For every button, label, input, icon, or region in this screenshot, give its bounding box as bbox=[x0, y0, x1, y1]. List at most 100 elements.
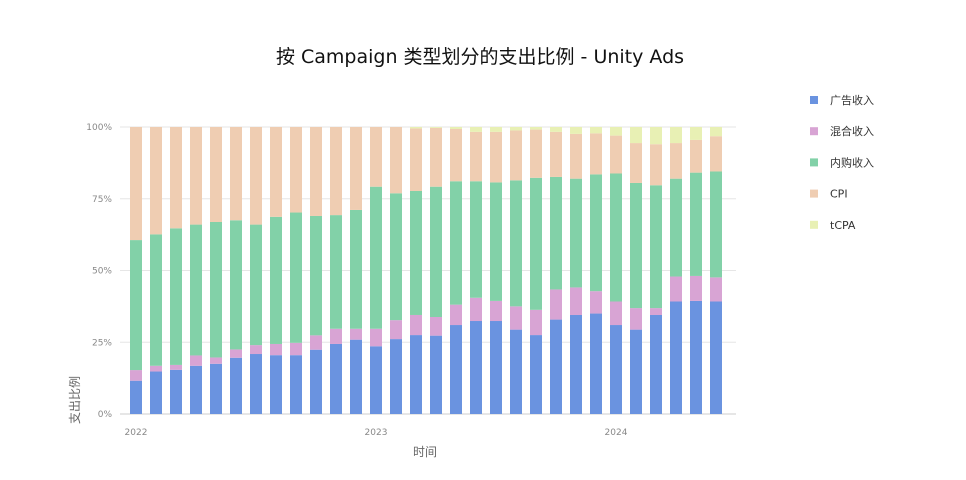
bar-segment-5-2023-10 bbox=[550, 127, 562, 132]
bar-segment-1-2024-02 bbox=[630, 329, 642, 414]
bar-segment-5-2023-08 bbox=[510, 127, 522, 131]
bar-segment-3-2022-04 bbox=[190, 224, 202, 356]
bar-segment-1-2023-12 bbox=[590, 313, 602, 414]
bar-stack-2022-08 bbox=[270, 127, 282, 414]
bar-segment-1-2022-10 bbox=[310, 349, 322, 414]
legend-item[interactable]: CPI bbox=[810, 188, 848, 201]
bar-segment-4-2022-07 bbox=[250, 127, 262, 225]
bar-segment-4-2022-09 bbox=[290, 127, 302, 213]
legend-item[interactable]: tCPA bbox=[810, 219, 856, 232]
bar-segment-2-2024-01 bbox=[610, 301, 622, 326]
bar-segment-2-2024-05 bbox=[690, 275, 702, 301]
bar-stack-2024-05 bbox=[690, 127, 702, 414]
legend-label: 内购收入 bbox=[830, 155, 874, 169]
bar-stack-2022-04 bbox=[190, 127, 202, 414]
bar-stack-2023-02 bbox=[390, 127, 402, 414]
bar-segment-2-2022-12 bbox=[350, 328, 362, 340]
legend-item[interactable]: 内购收入 bbox=[810, 155, 874, 169]
bar-segment-5-2023-03 bbox=[410, 127, 422, 129]
bar-segment-1-2023-02 bbox=[390, 339, 402, 414]
bar-segment-4-2022-08 bbox=[270, 127, 282, 217]
bar-segment-1-2024-06 bbox=[710, 301, 722, 414]
bar-segment-1-2022-11 bbox=[330, 343, 342, 414]
bar-stack-2024-01 bbox=[610, 127, 622, 414]
bar-segment-5-2023-05 bbox=[450, 127, 462, 130]
legend-label: 广告收入 bbox=[830, 93, 874, 107]
bar-segment-1-2023-11 bbox=[570, 314, 582, 414]
bar-segment-2-2023-12 bbox=[590, 291, 602, 314]
y-tick-label: 0% bbox=[98, 410, 113, 420]
bar-segment-5-2023-07 bbox=[490, 127, 502, 132]
bar-segment-4-2024-06 bbox=[710, 136, 722, 172]
y-tick-label: 100% bbox=[86, 123, 112, 133]
bar-segment-4-2023-01 bbox=[370, 127, 382, 187]
bar-segment-1-2023-06 bbox=[470, 321, 482, 414]
legend-label: 混合收入 bbox=[830, 124, 874, 138]
bar-segment-2-2024-03 bbox=[650, 308, 662, 315]
bar-segment-1-2024-01 bbox=[610, 325, 622, 414]
bar-stack-2023-10 bbox=[550, 127, 562, 414]
bar-segment-1-2023-05 bbox=[450, 325, 462, 414]
bar-segment-5-2024-02 bbox=[630, 127, 642, 144]
bar-segment-4-2023-03 bbox=[410, 128, 422, 192]
bar-segment-4-2023-04 bbox=[430, 127, 442, 187]
legend-label: CPI bbox=[830, 188, 848, 201]
legend-swatch bbox=[810, 189, 818, 198]
bar-segment-3-2022-05 bbox=[210, 221, 222, 358]
bar-segment-4-2022-06 bbox=[230, 127, 242, 221]
bar-segment-3-2022-01 bbox=[130, 240, 142, 371]
bar-segment-1-2023-04 bbox=[430, 335, 442, 414]
bar-segment-1-2022-05 bbox=[210, 363, 222, 414]
bar-stack-2023-06 bbox=[470, 127, 482, 414]
bar-segment-4-2022-05 bbox=[210, 127, 222, 222]
bar-segment-4-2023-06 bbox=[470, 131, 482, 182]
bar-segment-2-2022-08 bbox=[270, 343, 282, 356]
bar-segment-4-2023-12 bbox=[590, 133, 602, 175]
y-tick-label: 50% bbox=[92, 267, 112, 277]
bar-stack-2024-06 bbox=[710, 127, 722, 414]
bar-segment-2-2023-03 bbox=[410, 314, 422, 336]
bar-stack-2024-02 bbox=[630, 127, 642, 414]
bar-segment-3-2023-07 bbox=[490, 182, 502, 301]
bar-stack-2024-03 bbox=[650, 127, 662, 414]
bar-stack-2023-01 bbox=[370, 127, 382, 414]
bar-segment-3-2022-06 bbox=[230, 220, 242, 350]
legend-item[interactable]: 广告收入 bbox=[810, 93, 874, 107]
bar-stack-2022-01 bbox=[130, 127, 142, 414]
bar-segment-1-2023-01 bbox=[370, 346, 382, 414]
bar-segment-2-2022-04 bbox=[190, 355, 202, 366]
legend-item[interactable]: 混合收入 bbox=[810, 124, 874, 138]
bar-segment-4-2022-04 bbox=[190, 127, 202, 225]
bar-segment-4-2024-02 bbox=[630, 143, 642, 183]
bar-stack-2022-05 bbox=[210, 127, 222, 414]
legend-label: tCPA bbox=[830, 219, 856, 232]
bar-segment-3-2022-08 bbox=[270, 216, 282, 344]
bar-segment-5-2024-01 bbox=[610, 127, 622, 136]
bar-segment-3-2024-02 bbox=[630, 182, 642, 309]
x-axis-ticks: 2022 2023 2024 bbox=[125, 428, 628, 438]
x-tick-label: 2022 bbox=[125, 428, 148, 438]
bar-stack-2024-04 bbox=[670, 127, 682, 414]
bar-stack-2022-07 bbox=[250, 127, 262, 414]
legend-swatch bbox=[810, 127, 818, 136]
bar-segment-5-2023-04 bbox=[430, 127, 442, 128]
bar-segment-3-2023-05 bbox=[450, 181, 462, 305]
bar-segment-2-2024-02 bbox=[630, 308, 642, 330]
bar-segment-1-2022-09 bbox=[290, 355, 302, 414]
bar-segment-1-2024-04 bbox=[670, 301, 682, 414]
bar-segment-2-2023-01 bbox=[370, 328, 382, 347]
bar-segment-2-2022-05 bbox=[210, 357, 222, 364]
bar-segment-3-2023-03 bbox=[410, 191, 422, 315]
bar-segment-2-2023-11 bbox=[570, 287, 582, 315]
bar-segment-3-2023-02 bbox=[390, 193, 402, 321]
bar-segment-5-2024-03 bbox=[650, 127, 662, 145]
bar-segment-5-2024-04 bbox=[670, 127, 682, 144]
bar-segment-3-2024-06 bbox=[710, 171, 722, 278]
legend-swatch bbox=[810, 158, 818, 167]
bar-segment-4-2022-03 bbox=[170, 127, 182, 229]
bar-segment-2-2023-09 bbox=[530, 309, 542, 336]
bar-segment-1-2022-08 bbox=[270, 355, 282, 414]
bar-segment-2-2022-06 bbox=[230, 349, 242, 358]
bar-segment-3-2023-04 bbox=[430, 186, 442, 317]
